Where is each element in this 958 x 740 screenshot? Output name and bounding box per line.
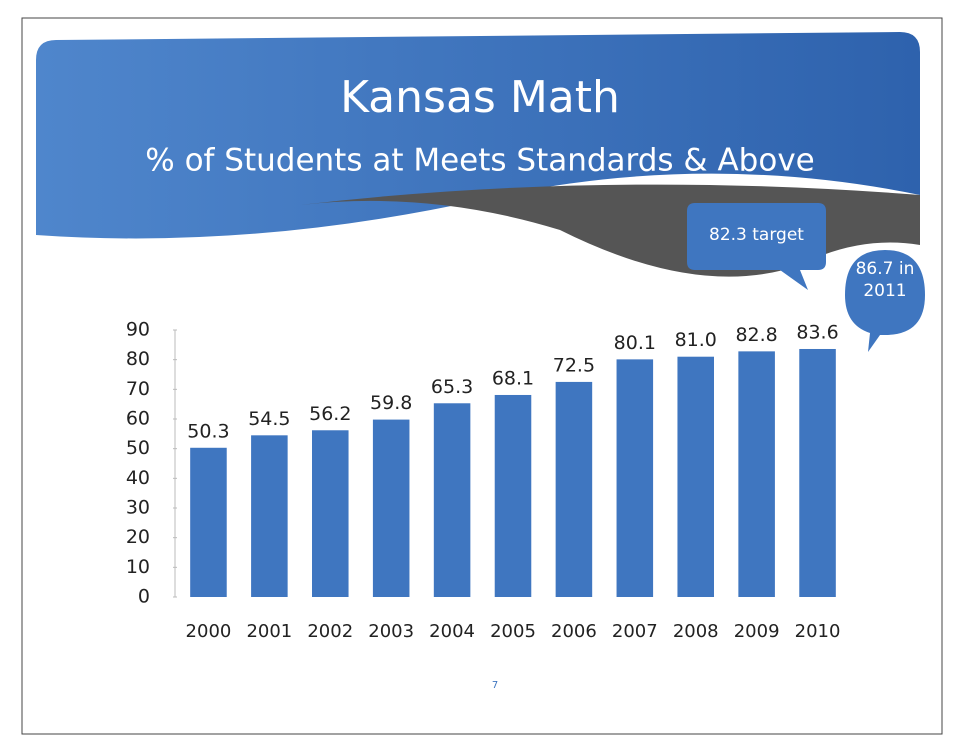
forecast-callout-shape: [845, 250, 925, 352]
x-tick-label: 2000: [186, 621, 232, 642]
bar: [494, 394, 532, 597]
bar: [433, 403, 471, 597]
bar: [555, 381, 593, 597]
value-label: 54.5: [248, 408, 290, 430]
value-label: 68.1: [492, 367, 534, 389]
y-tick-label: 60: [126, 408, 150, 430]
bar: [372, 419, 410, 597]
chart-title: Kansas Math: [340, 72, 620, 123]
y-tick-label: 70: [126, 378, 150, 400]
x-tick-label: 2002: [307, 621, 353, 642]
value-label: 59.8: [370, 392, 412, 414]
target-callout: 82.3 target: [709, 225, 804, 245]
y-tick-label: 30: [126, 497, 150, 519]
x-tick-label: 2010: [795, 621, 841, 642]
y-tick-label: 40: [126, 467, 150, 489]
header-band: [36, 32, 920, 239]
value-label: 65.3: [431, 376, 473, 398]
forecast-callout: 86.7 in 2011: [855, 259, 915, 301]
x-tick-label: 2005: [490, 621, 536, 642]
bar: [616, 359, 654, 597]
value-label: 50.3: [187, 420, 229, 442]
bar: [677, 356, 714, 597]
y-tick-label: 80: [126, 348, 150, 370]
y-tick-label: 20: [126, 526, 150, 548]
bar: [799, 348, 836, 597]
value-label: 80.1: [614, 332, 656, 354]
bar: [738, 351, 775, 597]
y-tick-label: 50: [126, 437, 150, 459]
x-tick-label: 2007: [612, 621, 658, 642]
bar: [190, 447, 227, 597]
x-tick-label: 2006: [551, 621, 597, 642]
y-tick-label: 90: [126, 319, 150, 341]
x-tick-label: 2001: [246, 621, 292, 642]
value-label: 56.2: [309, 403, 351, 425]
page-number: 7: [492, 680, 498, 691]
value-label: 81.0: [675, 329, 717, 351]
bar: [312, 430, 349, 597]
value-label: 72.5: [553, 354, 595, 376]
value-label: 82.8: [735, 324, 777, 346]
y-tick-label: 0: [138, 586, 150, 608]
bar: [251, 435, 288, 597]
y-tick-label: 10: [126, 556, 150, 578]
x-tick-label: 2008: [673, 621, 719, 642]
x-tick-label: 2004: [429, 621, 475, 642]
chart-subtitle: % of Students at Meets Standards & Above: [145, 143, 814, 179]
x-tick-label: 2003: [368, 621, 414, 642]
x-tick-label: 2009: [734, 621, 780, 642]
target-callout-shape: [687, 203, 826, 290]
value-label: 83.6: [796, 321, 838, 343]
